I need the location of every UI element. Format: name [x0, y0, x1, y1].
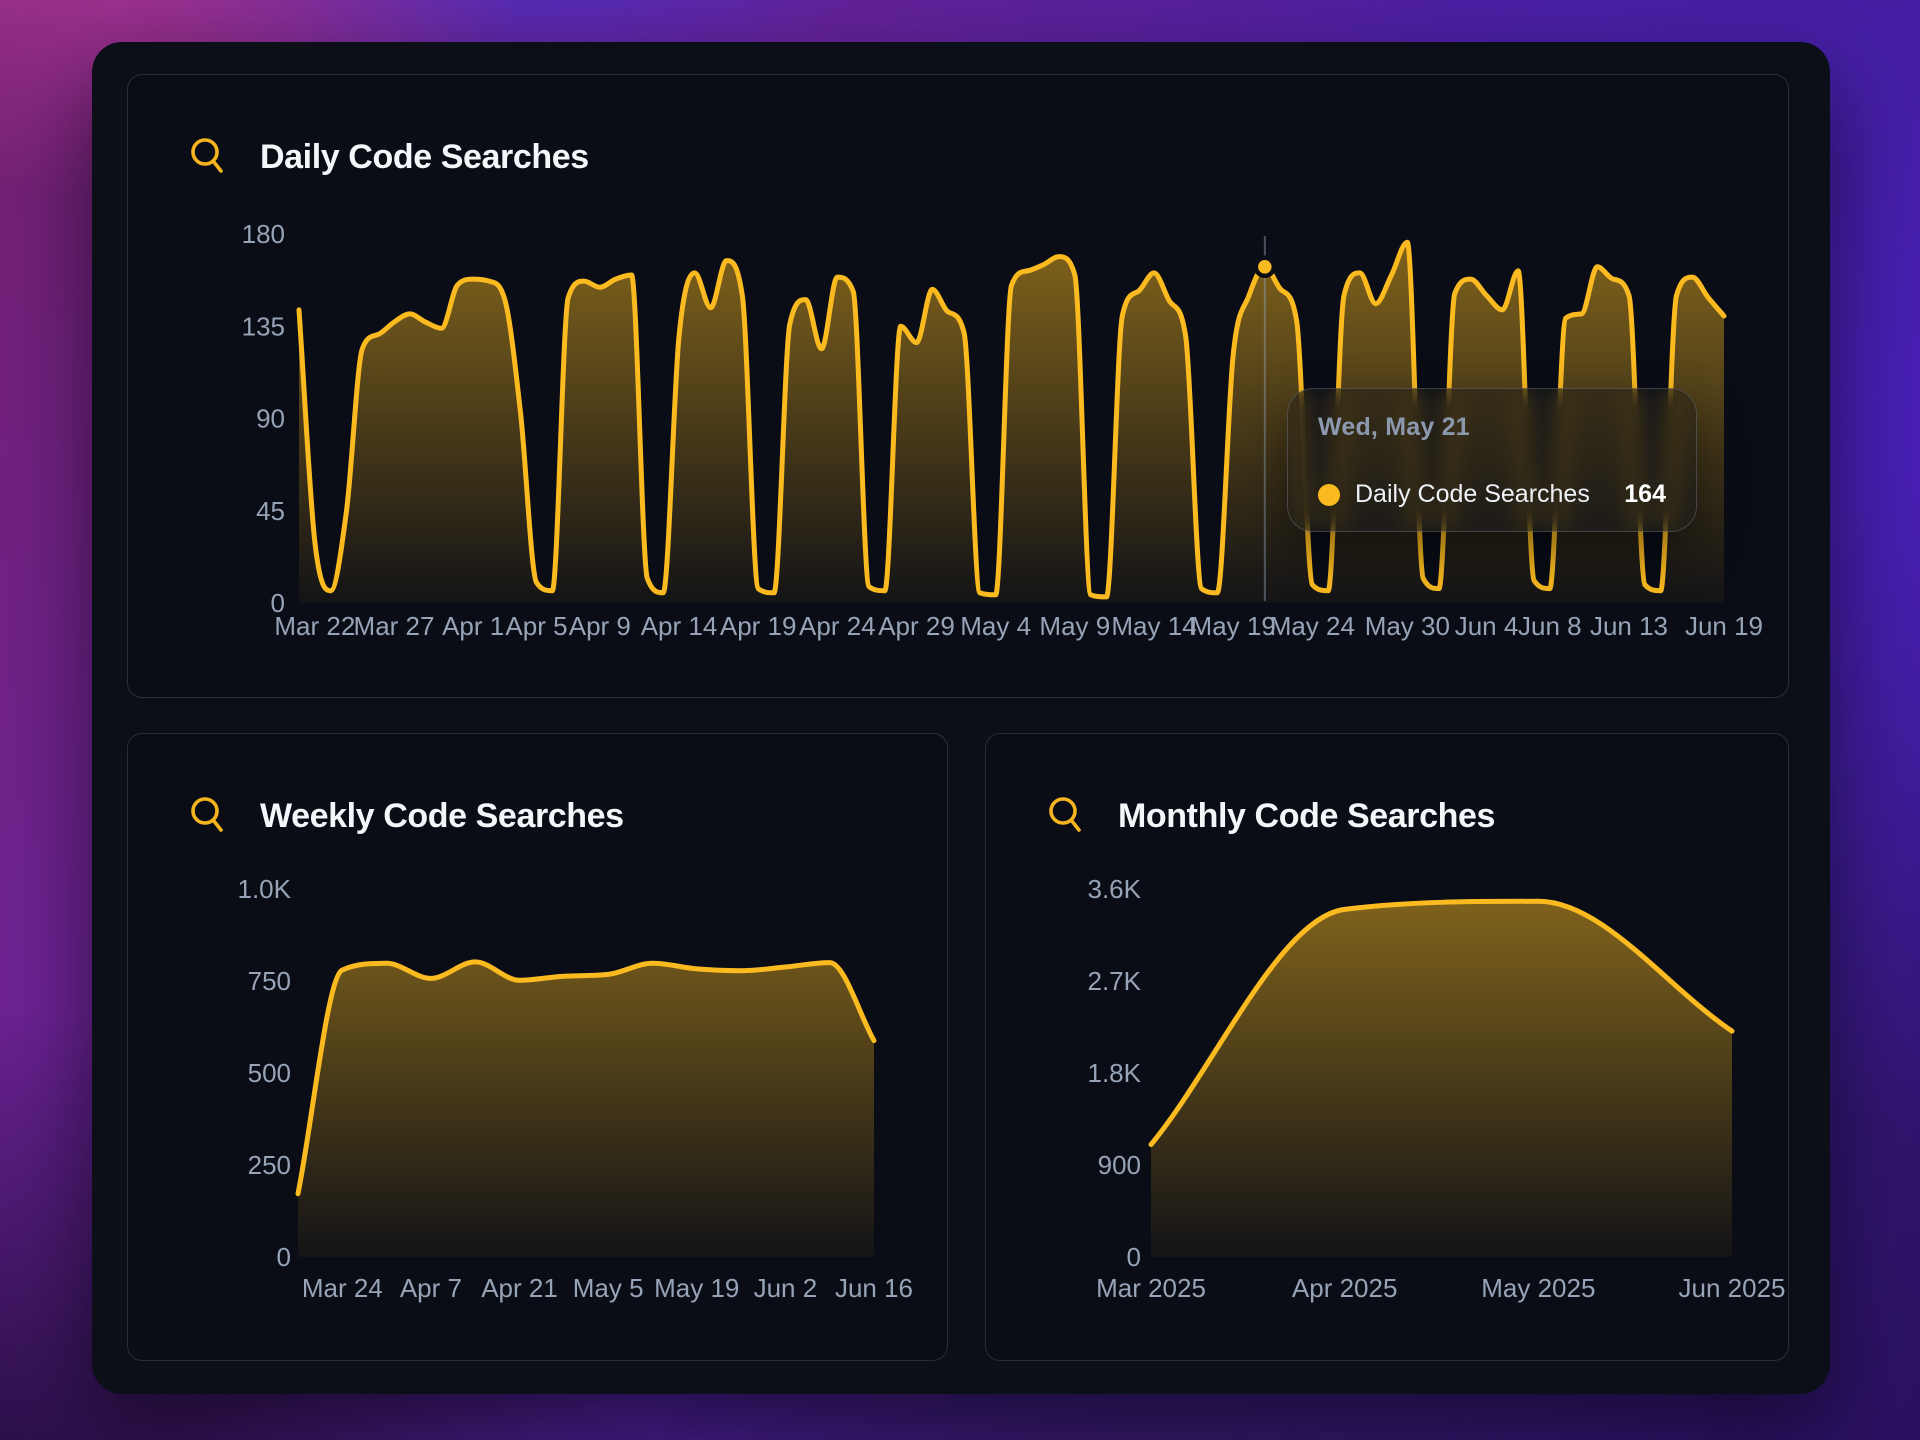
tooltip-series-row: Daily Code Searches 164 [1318, 480, 1666, 509]
x-axis-tick-label: Apr 21 [481, 1273, 558, 1303]
y-axis-tick-label: 2.7K [1088, 966, 1142, 996]
panel-header: Daily Code Searches [186, 135, 589, 179]
x-axis-tick-label: Jun 8 [1518, 611, 1582, 641]
x-axis-tick-label: May 24 [1270, 611, 1355, 641]
tooltip-value: 164 [1624, 480, 1666, 508]
x-axis-tick-label: Mar 2025 [1096, 1273, 1206, 1303]
y-axis-tick-label: 250 [248, 1150, 291, 1180]
area-fill [1151, 901, 1732, 1257]
x-axis-tick-label: Mar 22 [274, 611, 355, 641]
x-axis-tick-label: Mar 24 [302, 1273, 383, 1303]
x-axis-tick-label: Jun 2025 [1679, 1273, 1786, 1303]
monthly-code-searches-panel: Monthly Code Searches 3.6K 2.7K 1.8K 900 0 Ma… [985, 733, 1789, 1361]
y-axis-tick-label: 1.8K [1088, 1058, 1142, 1088]
panel-header: Monthly Code Searches [1044, 794, 1495, 838]
chart-tooltip: Wed, May 21 Daily Code Searches 164 [1287, 388, 1697, 532]
x-axis-tick-label: Apr 19 [720, 611, 797, 641]
x-axis-tick-label: May 5 [573, 1273, 644, 1303]
x-axis-tick-label: Apr 24 [799, 611, 876, 641]
x-axis-tick-label: Apr 2025 [1292, 1273, 1398, 1303]
series-dot-icon [1318, 483, 1340, 506]
chart-title: Weekly Code Searches [260, 796, 624, 835]
y-axis-tick-label: 0 [277, 1242, 291, 1272]
x-axis-tick-label: Jun 16 [835, 1273, 913, 1303]
x-axis-tick-label: May 2025 [1481, 1273, 1595, 1303]
x-axis-tick-label: May 4 [960, 611, 1031, 641]
series-line [1148, 898, 1735, 1148]
y-axis-tick-label: 500 [248, 1058, 291, 1088]
y-axis-tick-label: 90 [256, 404, 285, 434]
y-axis-tick-label: 180 [242, 219, 285, 249]
area-fill [298, 961, 874, 1257]
series-line [295, 959, 877, 1197]
x-axis-tick-label: May 14 [1111, 611, 1196, 641]
y-axis-tick-label: 135 [242, 311, 285, 341]
x-axis-tick-label: May 30 [1365, 611, 1450, 641]
x-axis-tick-label: Apr 14 [641, 611, 718, 641]
y-axis-tick-label: 0 [1127, 1242, 1141, 1272]
y-axis-tick-label: 45 [256, 496, 285, 526]
x-axis-tick-label: Apr 7 [400, 1273, 462, 1303]
search-icon [191, 797, 223, 832]
search-icon [1049, 797, 1081, 832]
x-axis-tick-label: Apr 1 [442, 611, 504, 641]
x-axis-tick-label: May 19 [1191, 611, 1276, 641]
y-axis-tick-label: 3.6K [1088, 874, 1142, 904]
x-axis-tick-label: Mar 27 [354, 611, 435, 641]
x-axis-tick-label: Apr 9 [569, 611, 631, 641]
tooltip-date: Wed, May 21 [1318, 413, 1470, 441]
x-axis-tick-label: May 19 [654, 1273, 739, 1303]
x-axis-tick-label: Apr 29 [878, 611, 955, 641]
x-axis-tick-label: May 9 [1039, 611, 1110, 641]
y-axis-tick-label: 0 [271, 588, 285, 618]
weekly-code-searches-chart[interactable]: 1.0K 750 500 250 0 Mar 24 Apr 7 Apr 21 May 5 May … [128, 734, 949, 1362]
x-axis-tick-label: Jun 2 [754, 1273, 818, 1303]
y-axis-tick-label: 750 [248, 966, 291, 996]
y-axis-tick-label: 900 [1098, 1150, 1141, 1180]
chart-title: Monthly Code Searches [1118, 796, 1496, 835]
search-icon [191, 138, 223, 173]
daily-code-searches-panel: Daily Code Searches 180 135 90 45 0 Mar 22 Mar… [127, 74, 1789, 698]
x-axis-tick-label: Apr 5 [505, 611, 567, 641]
weekly-code-searches-panel: Weekly Code Searches 1.0K 750 500 250 0 Mar 2… [127, 733, 948, 1361]
hover-marker-dot [1253, 255, 1277, 279]
series-line [296, 239, 1727, 600]
panel-header: Weekly Code Searches [186, 794, 624, 838]
chart-title: Daily Code Searches [260, 137, 589, 176]
x-axis-tick-label: Jun 4 [1455, 611, 1519, 641]
x-axis-tick-label: Jun 19 [1685, 611, 1763, 641]
y-axis-tick-label: 1.0K [238, 874, 292, 904]
x-axis-tick-label: Jun 13 [1590, 611, 1668, 641]
dashboard-window: Daily Code Searches 180 135 90 45 0 Mar 22 Mar… [92, 42, 1830, 1394]
tooltip-series-label: Daily Code Searches [1355, 480, 1590, 508]
